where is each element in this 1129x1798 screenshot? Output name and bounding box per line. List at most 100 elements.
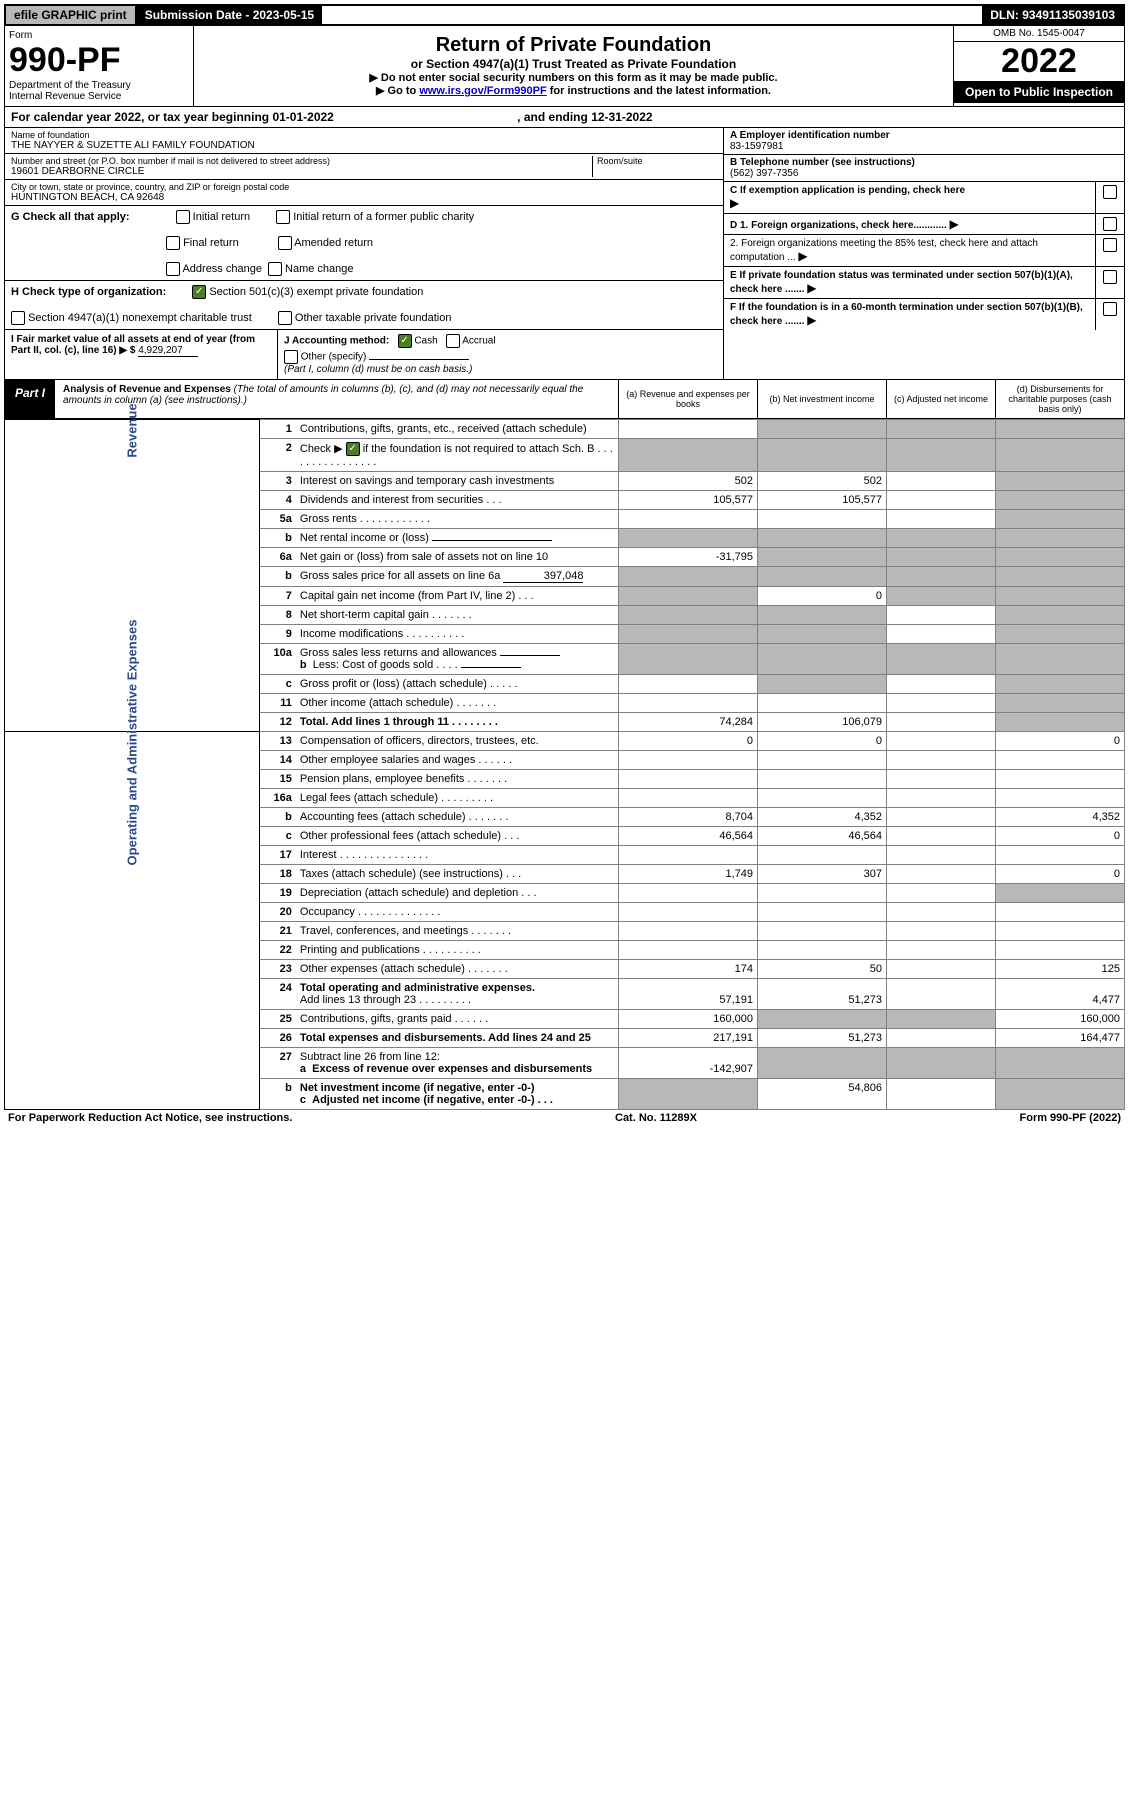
val-b: 0 xyxy=(758,587,887,606)
checkbox-501c3[interactable] xyxy=(192,285,206,299)
c-exemption-row: C If exemption application is pending, c… xyxy=(724,182,1124,214)
line-num: 13 xyxy=(259,732,296,751)
lbl-initial: Initial return xyxy=(193,211,250,223)
line-num: 10a xyxy=(259,644,296,675)
col-b-hdr: (b) Net investment income xyxy=(757,380,886,418)
line-num: b xyxy=(259,567,296,587)
line-desc: Interest on savings and temporary cash i… xyxy=(296,472,619,491)
instr-pre: ▶ Go to xyxy=(376,85,419,97)
g-label: G Check all that apply: xyxy=(11,211,130,223)
f-label: F If the foundation is in a 60-month ter… xyxy=(730,302,1083,327)
foundation-name: THE NAYYER & SUZETTE ALI FAMILY FOUNDATI… xyxy=(11,140,717,151)
instruction-link-row: ▶ Go to www.irs.gov/Form990PF for instru… xyxy=(198,84,949,97)
r27-d: Subtract line 26 from line 12: xyxy=(300,1051,440,1063)
checkbox-4947[interactable] xyxy=(11,311,25,325)
line-num: 26 xyxy=(259,1029,296,1048)
val-a: 0 xyxy=(619,732,758,751)
h-label: H Check type of organization: xyxy=(11,286,166,298)
footer-paperwork: For Paperwork Reduction Act Notice, see … xyxy=(8,1112,292,1124)
open-to-public: Open to Public Inspection xyxy=(954,81,1124,103)
val-d: 164,477 xyxy=(996,1029,1125,1048)
r27b-d: Net investment income (if negative, ente… xyxy=(300,1082,535,1094)
line-desc: Gross sales price for all assets on line… xyxy=(296,567,619,587)
line-num: c xyxy=(259,675,296,694)
lbl-addr-change: Address change xyxy=(182,263,262,275)
line-desc: Total. Add lines 1 through 11 . . . . . … xyxy=(296,713,619,732)
table-row: Revenue 1 Contributions, gifts, grants, … xyxy=(5,420,1125,439)
r24b-d: Add lines 13 through 23 . . . . . . . . … xyxy=(300,994,471,1006)
line-num: b xyxy=(259,1079,296,1110)
arrow-icon: ▶ xyxy=(950,217,959,231)
footer-form: Form 990-PF (2022) xyxy=(1020,1112,1121,1124)
checkbox-accrual[interactable] xyxy=(446,334,460,348)
checkbox-foreign-org[interactable] xyxy=(1103,217,1117,231)
val-b: 46,564 xyxy=(758,827,887,846)
checkbox-initial-return[interactable] xyxy=(176,210,190,224)
arrow-icon: ▶ xyxy=(807,313,816,327)
checkbox-60-month[interactable] xyxy=(1103,302,1117,316)
line-desc: Other income (attach schedule) . . . . .… xyxy=(296,694,619,713)
lbl-other-taxable: Other taxable private foundation xyxy=(295,312,452,324)
checkbox-other-taxable[interactable] xyxy=(278,311,292,325)
addr-label: Number and street (or P.O. box number if… xyxy=(11,156,592,166)
line-num: 4 xyxy=(259,491,296,510)
dept-irs: Internal Revenue Service xyxy=(9,91,189,102)
checkbox-status-terminated[interactable] xyxy=(1103,270,1117,284)
val-b: 105,577 xyxy=(758,491,887,510)
i-value: 4,929,207 xyxy=(138,345,198,357)
line-num: 3 xyxy=(259,472,296,491)
table-row: Operating and Administrative Expenses 13… xyxy=(5,732,1125,751)
efile-print-button[interactable]: efile GRAPHIC print xyxy=(6,6,137,24)
line-desc: Total expenses and disbursements. Add li… xyxy=(296,1029,619,1048)
val-a: 1,749 xyxy=(619,865,758,884)
d1-label: D 1. Foreign organizations, check here..… xyxy=(730,220,947,231)
checkbox-other-method[interactable] xyxy=(284,350,298,364)
lbl-4947: Section 4947(a)(1) nonexempt charitable … xyxy=(28,312,252,324)
line-desc: Net short-term capital gain . . . . . . … xyxy=(296,606,619,625)
checkbox-amended[interactable] xyxy=(278,236,292,250)
e-row: E If private foundation status was termi… xyxy=(724,267,1124,299)
lbl-other-method: Other (specify) xyxy=(301,352,367,363)
checkbox-85-test[interactable] xyxy=(1103,238,1117,252)
line-desc: Subtract line 26 from line 12: a Excess … xyxy=(296,1048,619,1079)
lbl-cash: Cash xyxy=(414,336,437,347)
lbl-accrual: Accrual xyxy=(462,336,495,347)
val-d: 125 xyxy=(996,960,1125,979)
line-desc: Travel, conferences, and meetings . . . … xyxy=(296,922,619,941)
val-a: 217,191 xyxy=(619,1029,758,1048)
g-check-row: G Check all that apply: Initial return I… xyxy=(5,206,723,281)
line-num: c xyxy=(259,827,296,846)
checkbox-sch-b[interactable] xyxy=(346,442,360,456)
line-desc: Net gain or (loss) from sale of assets n… xyxy=(296,548,619,567)
lbl-name-change: Name change xyxy=(285,263,354,275)
line-num: 20 xyxy=(259,903,296,922)
checkbox-name-change[interactable] xyxy=(268,262,282,276)
val-b: 51,273 xyxy=(758,979,887,1010)
line-desc: Capital gain net income (from Part IV, l… xyxy=(296,587,619,606)
val-a: 74,284 xyxy=(619,713,758,732)
val-d: 4,477 xyxy=(996,979,1125,1010)
part1-header: Part I Analysis of Revenue and Expenses … xyxy=(4,380,1125,419)
r27a-n: a xyxy=(300,1063,306,1075)
checkbox-initial-former[interactable] xyxy=(276,210,290,224)
checkbox-cash[interactable] xyxy=(398,334,412,348)
checkbox-exemption-pending[interactable] xyxy=(1103,185,1117,199)
phone-label: B Telephone number (see instructions) xyxy=(730,157,1118,168)
dln-number: DLN: 93491135039103 xyxy=(982,6,1123,24)
submission-date: Submission Date - 2023-05-15 xyxy=(137,6,322,24)
irs-link[interactable]: www.irs.gov/Form990PF xyxy=(419,85,546,97)
footer-cat: Cat. No. 11289X xyxy=(615,1112,697,1124)
val-a: 105,577 xyxy=(619,491,758,510)
form-header: Form 990-PF Department of the Treasury I… xyxy=(4,26,1125,107)
val-b: 0 xyxy=(758,732,887,751)
checkbox-addr-change[interactable] xyxy=(166,262,180,276)
r10b-d: Less: Cost of goods sold . . . . xyxy=(313,659,458,671)
line-desc: Compensation of officers, directors, tru… xyxy=(296,732,619,751)
d1-row: D 1. Foreign organizations, check here..… xyxy=(724,214,1124,235)
d2-label: 2. Foreign organizations meeting the 85%… xyxy=(730,238,1038,263)
checkbox-final-return[interactable] xyxy=(166,236,180,250)
r24-d: Total operating and administrative expen… xyxy=(300,982,535,994)
line-num: 1 xyxy=(259,420,296,439)
line-num: 12 xyxy=(259,713,296,732)
line-num: 2 xyxy=(259,439,296,472)
